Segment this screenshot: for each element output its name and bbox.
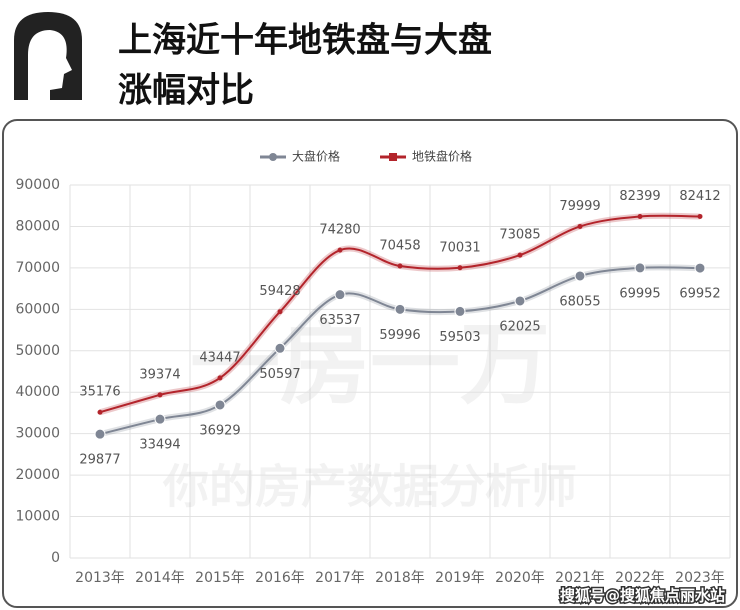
title-line: 上海近十年地铁盘与大盘: [118, 21, 492, 61]
x-tick-label: 2018年: [375, 570, 425, 586]
x-tick-label: 2014年: [135, 570, 185, 586]
point: [577, 223, 583, 229]
data-label: 73085: [499, 228, 540, 243]
x-tick-label: 2016年: [255, 570, 305, 586]
data-label: 70031: [439, 240, 480, 255]
legend-label: 大盘价格: [292, 149, 340, 164]
point: [517, 252, 523, 258]
data-label: 70458: [379, 238, 420, 253]
y-tick-label: 20000: [15, 467, 60, 483]
data-label: 29877: [79, 453, 120, 468]
x-tick-label: 2020年: [495, 570, 545, 586]
x-tick-label: 2023年: [675, 570, 725, 586]
legend-marker: [269, 153, 277, 161]
point: [97, 409, 103, 415]
x-tick-label: 2013年: [75, 570, 125, 586]
data-label: 59503: [439, 330, 480, 345]
point: [394, 303, 406, 315]
data-label: 68055: [559, 294, 600, 309]
y-tick-label: 10000: [15, 509, 60, 525]
data-label: 33494: [139, 438, 180, 453]
line: [99, 214, 701, 414]
data-label: 39374: [139, 367, 180, 382]
logo: [14, 12, 82, 100]
data-label: 35176: [79, 385, 120, 400]
x-tick-label: 2019年: [435, 570, 485, 586]
watermark: 一房一万: [190, 312, 550, 417]
point: [697, 213, 703, 219]
data-label: 62025: [499, 319, 540, 334]
data-label: 36929: [199, 423, 240, 438]
data-label: 59996: [379, 328, 420, 343]
data-label: 69952: [679, 287, 720, 302]
point: [454, 305, 466, 317]
data-label: 50597: [259, 367, 300, 382]
point: [94, 428, 106, 440]
point: [157, 392, 163, 398]
point: [217, 375, 223, 381]
point: [277, 309, 283, 315]
y-tick-label: 70000: [15, 260, 60, 276]
title-line: 涨幅对比: [118, 71, 254, 111]
point: [214, 399, 226, 411]
point: [457, 265, 463, 271]
y-tick-label: 80000: [15, 218, 60, 234]
data-label: 74280: [319, 223, 360, 238]
x-tick-label: 2022年: [615, 570, 665, 586]
y-tick-label: 90000: [15, 177, 60, 193]
point: [154, 413, 166, 425]
point: [574, 270, 586, 282]
legend-marker: [389, 153, 398, 161]
y-tick-label: 60000: [15, 301, 60, 317]
watermark: 你的房产数据分析师: [162, 460, 577, 514]
point: [634, 262, 646, 274]
data-label: 59428: [259, 284, 300, 299]
legend-label: 地铁盘价格: [412, 149, 472, 164]
data-label: 63537: [319, 313, 360, 328]
data-label: 79999: [559, 199, 600, 214]
y-tick-label: 40000: [15, 384, 60, 400]
data-label: 82399: [619, 189, 660, 204]
point: [334, 289, 346, 301]
x-tick-label: 2021年: [555, 570, 605, 586]
x-tick-label: 2017年: [315, 570, 365, 586]
point: [337, 247, 343, 253]
data-label: 82412: [679, 189, 720, 204]
data-label: 69995: [619, 286, 660, 301]
point: [694, 262, 706, 274]
y-tick-label: 50000: [15, 343, 60, 359]
point: [397, 263, 403, 269]
point: [637, 214, 643, 220]
footer: 搜狐号@搜狐焦点丽水站: [560, 587, 725, 605]
line: [99, 266, 701, 436]
y-tick-label: 30000: [15, 426, 60, 442]
category-separators: [69, 185, 731, 558]
data-label: 43447: [199, 350, 240, 365]
point: [274, 342, 286, 354]
point: [514, 295, 526, 307]
x-tick-label: 2015年: [195, 570, 245, 586]
y-tick-label: 0: [51, 550, 60, 566]
